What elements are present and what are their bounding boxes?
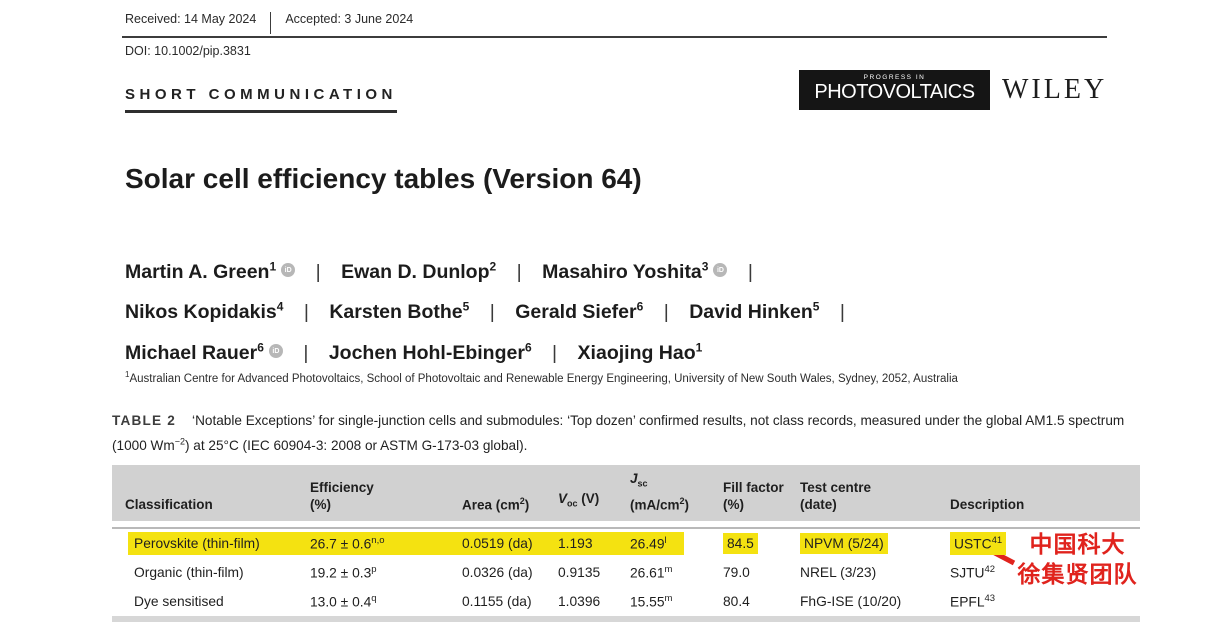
author-superscript: 6 [636, 299, 644, 314]
orcid-icon[interactable]: iD [713, 263, 728, 277]
table-header-row: Classification Efficiency (%) Area (cm2) … [112, 465, 1140, 521]
author-separator: | [489, 301, 495, 323]
col-header-voc: Voc (V) [558, 491, 600, 509]
cell-description: USTC41 [950, 529, 1140, 558]
author-line-2: Nikos Kopidakis4 | Karsten Bothe5 | Gera… [125, 290, 860, 331]
cell-classification: Organic (thin-film) [134, 565, 244, 580]
author-separator: | [663, 301, 669, 323]
col-header-jsc: Jsc (mA/cm2) [630, 470, 690, 512]
article-type-label: SHORT COMMUNICATION [125, 86, 397, 113]
author-name: Nikos Kopidakis4 [125, 299, 284, 324]
annotation-line-2: 徐集贤团队 [1017, 561, 1138, 587]
receipt-dates: Received: 14 May 2024 Accepted: 3 June 2… [125, 12, 413, 34]
cell-area: 0.1155 (da) [462, 594, 532, 609]
orcid-icon[interactable]: iD [281, 263, 296, 277]
table-caption: TABLE 2 ‘Notable Exceptions’ for single-j… [112, 410, 1127, 457]
table-body: Perovskite (thin-film) 26.7 ± 0.6n,o 0.0… [112, 527, 1140, 622]
author-separator: | [315, 260, 321, 283]
cell-test-centre: FhG-ISE (10/20) [800, 594, 902, 609]
author-line-1: Martin A. Green1 iD | Ewan D. Dunlop2 | M… [125, 249, 860, 290]
cell-jsc: 26.49l [630, 535, 667, 552]
accepted-date: Accepted: 3 June 2024 [270, 12, 413, 34]
table-row-perovskite: Perovskite (thin-film) 26.7 ± 0.6n,o 0.0… [112, 529, 1140, 558]
author-name: Martin A. Green1 [125, 259, 277, 283]
cell-classification: Dye sensitised [134, 594, 224, 609]
cell-fill-factor: 79.0 [723, 565, 750, 580]
table-caption-label: TABLE 2 [112, 413, 177, 428]
cell-test-centre: NPVM (5/24) [800, 529, 950, 558]
paper-title: Solar cell efficiency tables (Version 64… [125, 163, 642, 194]
cell-voc: 0.9135 [558, 565, 601, 580]
author-name: Masahiro Yoshita3 [542, 259, 709, 283]
col-header-area: Area (cm2) [462, 495, 530, 513]
author-name: Michael Rauer6 [125, 340, 264, 364]
author-name: Jochen Hohl-Ebinger6 [328, 340, 532, 364]
author-name: Karsten Bothe5 [329, 299, 470, 324]
affiliation: 1Australian Centre for Advanced Photovol… [125, 370, 958, 385]
cell-voc: 1.193 [558, 536, 593, 551]
author-superscript: 4 [276, 299, 284, 314]
author-name: Gerald Siefer6 [515, 299, 644, 324]
cell-area: 0.0326 (da) [462, 565, 533, 580]
cell-efficiency: 13.0 ± 0.4q [310, 593, 377, 610]
row-highlight [128, 532, 684, 555]
author-superscript: 6 [524, 340, 532, 354]
wiley-logo: WILEY [1002, 74, 1108, 105]
author-separator: | [516, 260, 522, 283]
progress-in-photovoltaics-logo: PROGRESS IN PHOTOVOLTAICS [799, 70, 990, 110]
author-superscript: 1 [695, 340, 703, 354]
col-header-test-centre: Test centre (date) [800, 480, 872, 512]
cell-jsc: 15.55m [630, 593, 673, 610]
col-header-fill-factor: Fill factor (%) [723, 480, 784, 512]
author-superscript: 5 [812, 299, 820, 314]
cell-area: 0.0519 (da) [462, 536, 533, 551]
cell-voc: 1.0396 [558, 594, 601, 609]
author-name: Xiaojing Hao1 [577, 340, 703, 364]
cell-classification: Perovskite (thin-film) [134, 536, 260, 551]
annotation-text: 中国科大 徐集贤团队 [1015, 529, 1140, 589]
col-header-classification: Classification [125, 497, 213, 512]
author-superscript: 1 [269, 259, 277, 273]
author-separator: | [839, 301, 845, 323]
author-superscript: 6 [257, 340, 264, 354]
cell-description: SJTU42 [950, 564, 996, 581]
author-line-3: Michael Rauer6 iD | Jochen Hohl-Ebinger6 … [125, 330, 860, 371]
author-name: Ewan D. Dunlop2 [341, 259, 497, 283]
cell-jsc: 26.61m [630, 564, 673, 581]
cell-efficiency: 19.2 ± 0.3p [310, 564, 377, 581]
cell-efficiency: 26.7 ± 0.6n,o [310, 535, 385, 552]
cell-fill-factor: 80.4 [723, 594, 750, 609]
efficiency-table: Classification Efficiency (%) Area (cm2) … [112, 465, 1140, 622]
col-header-description: Description [950, 497, 1025, 512]
divider-line [122, 36, 1107, 38]
col-header-efficiency: Efficiency (%) [310, 480, 374, 512]
orcid-icon[interactable]: iD [268, 344, 283, 358]
author-superscript: 5 [462, 299, 470, 314]
table-caption-text: ‘Notable Exceptions’ for single-junction… [112, 413, 1125, 454]
author-superscript: 3 [701, 259, 709, 273]
received-date: Received: 14 May 2024 [125, 12, 257, 26]
table-row-organic: Organic (thin-film) 19.2 ± 0.3p 0.0326 (… [112, 558, 1140, 587]
logo-progress-in: PROGRESS IN [863, 74, 926, 81]
annotation-line-1: 中国科大 [1029, 531, 1126, 557]
author-name: David Hinken5 [689, 299, 820, 324]
author-list: Martin A. Green1 iD | Ewan D. Dunlop2 | M… [125, 249, 860, 371]
cell-test-centre: NREL (3/23) [800, 565, 877, 580]
logo-photovoltaics: PHOTOVOLTAICS [814, 81, 975, 103]
author-separator: | [303, 301, 309, 323]
author-separator: | [747, 260, 753, 283]
author-separator: | [552, 341, 558, 364]
author-superscript: 2 [489, 259, 497, 273]
cell-description: EPFL43 [950, 593, 996, 610]
author-separator: | [303, 341, 309, 364]
doi-text: DOI: 10.1002/pip.3831 [125, 44, 251, 58]
table-row-dye-sensitised: Dye sensitised 13.0 ± 0.4q 0.1155 (da) 1… [112, 587, 1140, 616]
cell-fill-factor: 84.5 [723, 529, 800, 558]
table-bottom-strip [112, 616, 1140, 622]
